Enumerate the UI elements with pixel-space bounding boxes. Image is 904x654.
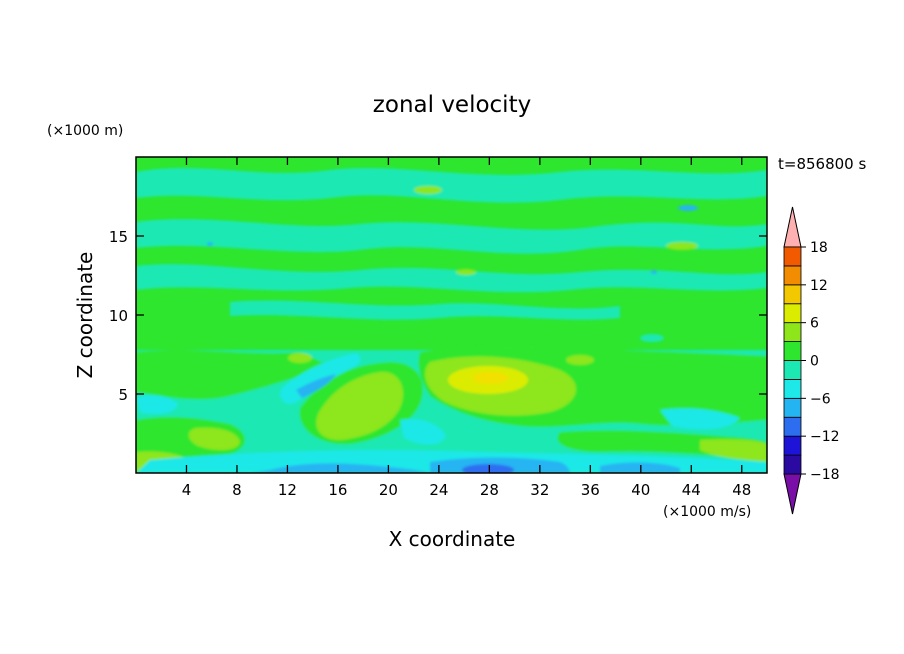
colorbar-tick-label: 12 — [810, 278, 828, 294]
colorbar-band — [783, 454, 802, 475]
colorbar-band — [783, 303, 802, 324]
contour-field — [136, 157, 767, 473]
colorbar-band — [783, 284, 802, 305]
x-tick-label: 16 — [328, 481, 347, 499]
y-axis-label: Z coordinate — [73, 252, 97, 379]
time-label: t=856800 s — [778, 155, 866, 173]
x-tick-label: 40 — [631, 481, 650, 499]
colorbar-min-extension — [783, 473, 802, 515]
x-axis-ticks: 4 8 12 16 20 24 28 32 36 40 44 48 — [182, 157, 751, 499]
colorbar-band — [783, 416, 802, 437]
colorbar-band — [783, 397, 802, 418]
y-tick-label: 10 — [109, 307, 128, 325]
x-tick-label: 12 — [278, 481, 297, 499]
x-tick-label: 32 — [530, 481, 549, 499]
x-tick-label: 20 — [379, 481, 398, 499]
y-tick-label: 15 — [109, 228, 128, 246]
colorbar-band — [783, 341, 802, 361]
colorbar-band — [783, 379, 802, 399]
colorbar-band — [783, 322, 802, 342]
colorbar-max-extension — [783, 206, 802, 248]
colorbar-band — [783, 360, 802, 380]
y-axis-ticks: 5 10 15 — [109, 228, 767, 404]
x-tick-label: 8 — [232, 481, 242, 499]
y-unit-label: (×1000 m) — [47, 123, 123, 139]
chart-title: zonal velocity — [373, 92, 531, 118]
x-tick-label: 4 — [182, 481, 192, 499]
colorbar-tick-label: −6 — [810, 391, 831, 407]
y-tick-label: 5 — [118, 386, 128, 404]
x-tick-label: 28 — [480, 481, 499, 499]
colorbar: 18 12 6 0 −6 −12 −18 — [783, 206, 840, 515]
colorbar-tick-label: −18 — [810, 467, 840, 483]
x-tick-label: 24 — [429, 481, 448, 499]
x-unit-label: (×1000 m/s) — [663, 504, 751, 520]
colorbar-band — [783, 246, 802, 267]
x-tick-label: 48 — [732, 481, 751, 499]
colorbar-tick-label: 18 — [810, 240, 828, 256]
colorbar-tick-label: −12 — [810, 429, 840, 445]
colorbar-tick-label: 6 — [810, 316, 819, 332]
x-tick-label: 44 — [682, 481, 701, 499]
colorbar-band — [783, 435, 802, 456]
x-axis-label: X coordinate — [389, 527, 516, 551]
colorbar-band — [783, 265, 802, 286]
x-tick-label: 36 — [581, 481, 600, 499]
colorbar-tick-label: 0 — [810, 354, 819, 370]
